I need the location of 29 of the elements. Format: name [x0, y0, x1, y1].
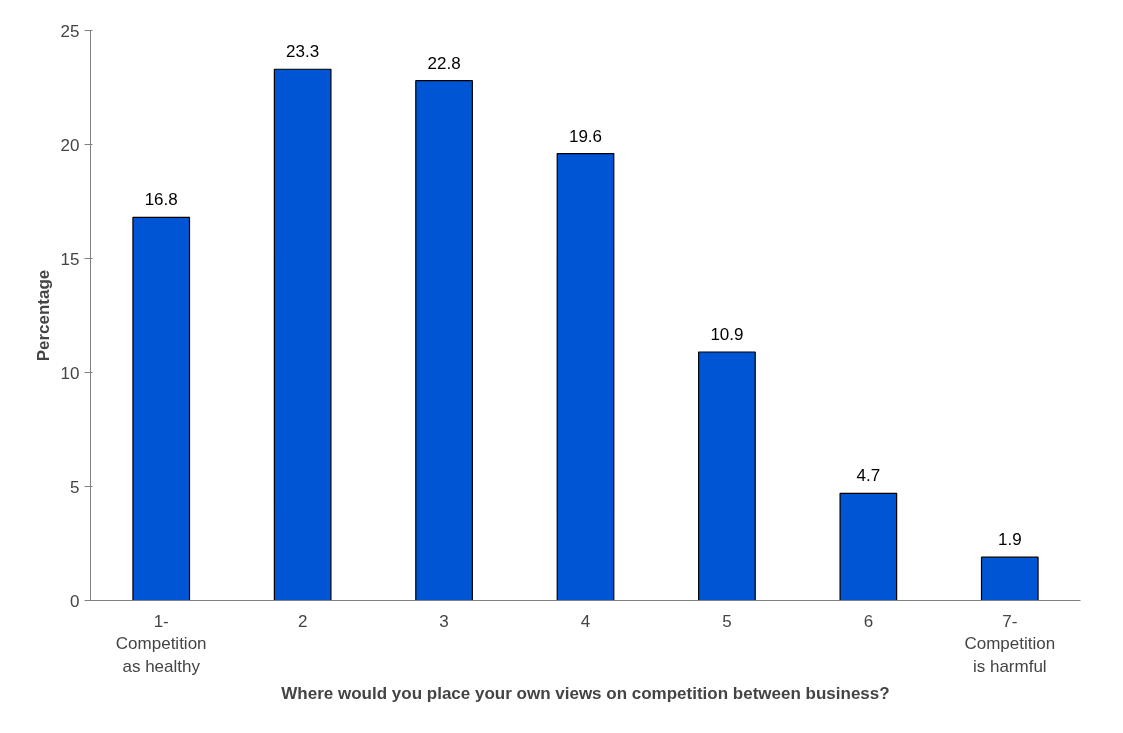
y-axis-title: Percentage: [33, 269, 53, 362]
x-axis-title: Where would you place your own views on competition between business?: [281, 684, 890, 704]
bar: [273, 68, 332, 601]
bar: [132, 216, 191, 601]
x-tick-label: 3: [439, 611, 449, 631]
y-tick-label: 20: [60, 135, 80, 155]
bar: [839, 492, 898, 601]
y-tick-label: 5: [70, 477, 80, 497]
data-label: 10.9: [710, 324, 744, 344]
y-tick-label: 25: [60, 21, 80, 41]
y-tick-label: 10: [60, 363, 80, 383]
x-tick-label: 6: [863, 611, 874, 631]
data-label: 4.7: [856, 466, 881, 486]
bar: [415, 80, 473, 601]
data-label: 16.8: [144, 190, 178, 210]
data-label: 19.6: [568, 126, 603, 146]
y-tick-label: 15: [60, 249, 80, 269]
bar: [556, 153, 615, 601]
data-label: 23.3: [286, 42, 320, 62]
data-label: 22.8: [427, 53, 461, 73]
bar: [698, 351, 756, 601]
data-label: 1.9: [997, 530, 1022, 550]
x-tick-label: 7- Competition is harmful: [964, 611, 1056, 677]
y-tick-label: 0: [70, 591, 80, 611]
x-tick-label: 1- Competition as healthy: [115, 611, 207, 677]
bar: [980, 556, 1039, 601]
x-tick-label: 5: [722, 611, 732, 631]
x-tick-label: 4: [580, 611, 591, 631]
x-tick-label: 2: [297, 611, 308, 631]
